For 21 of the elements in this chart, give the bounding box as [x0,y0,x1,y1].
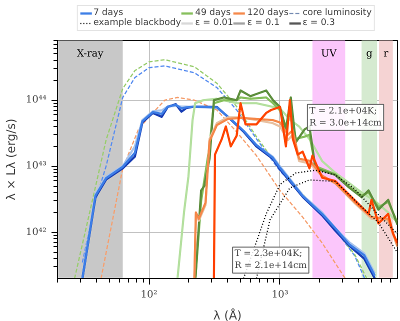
y-tick-label: 10⁴² [26,226,47,238]
legend-label: 49 days [195,8,231,18]
y-tick-label: 10⁴⁴ [26,94,47,106]
band-label: X-ray [76,48,104,60]
legend-label: 7 days [93,8,124,18]
x-tick-label: 10² [140,290,158,300]
band-label: g [366,48,374,60]
legend-label: core luminosity [302,8,372,18]
legend-label: example blackbody [93,18,182,28]
band-label: UV [321,48,338,60]
legend-label: ε = 0.3 [302,18,336,28]
legend-label: ε = 0.1 [247,18,280,28]
legend-label: ε = 0.01 [195,18,234,28]
y-axis-title: λ × Lλ (erg/s) [4,118,18,200]
x-axis-title: λ (Å) [213,308,242,321]
annotation: T = 2.3e+04K; R = 2.1e+14cm [234,249,308,272]
y-tick-label: 10⁴³ [26,160,47,172]
band-label: r [384,48,389,60]
legend-label: 120 days [247,8,289,18]
x-tick-label: 10³ [272,290,288,300]
annotation: T = 2.1e+04K; R = 3.0e+14cm [309,106,382,128]
